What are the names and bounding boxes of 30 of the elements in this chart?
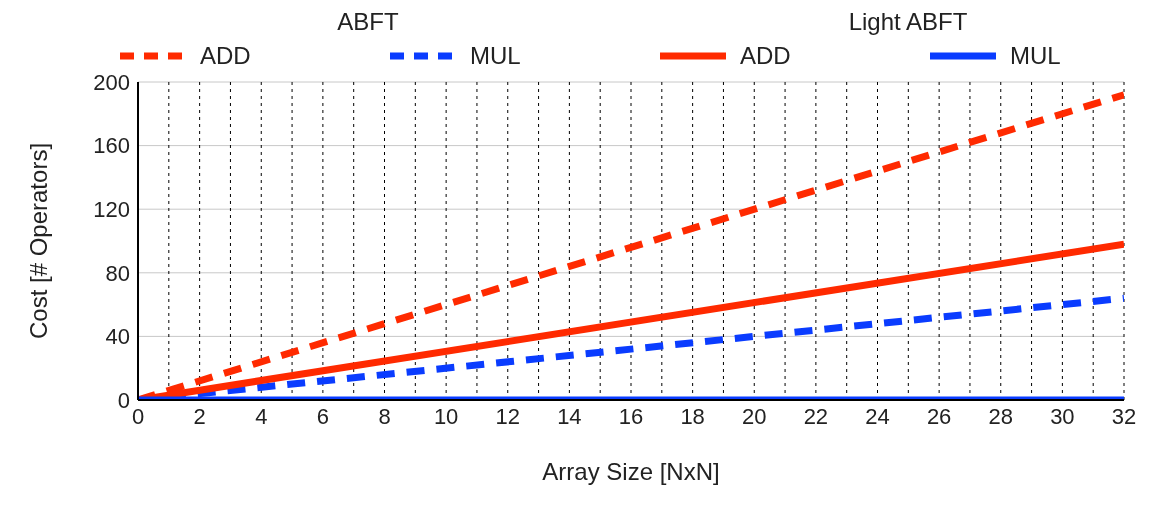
x-tick-label: 22 [803,403,829,429]
x-tick-label: 20 [742,403,767,429]
text: ABFT [337,8,399,37]
x-tick-label: 28 [988,403,1013,429]
text: Light ABFT [848,8,968,37]
x-tick-label: 6 [316,403,329,429]
x-tick-label: 24 [865,403,890,429]
x-tick-label: 26 [926,403,952,429]
y-tick-label: 200 [93,69,130,95]
y-tick-label: 40 [105,324,130,350]
legend-label: ADD [740,42,791,70]
x-tick-label: 30 [1050,403,1075,429]
x-tick-label: 32 [1111,403,1137,429]
x-tick-label: 14 [557,403,582,429]
x-axis-title: Array Size [NxN] [542,458,720,485]
y-tick-label: 160 [93,133,130,159]
x-tick-label: 2 [193,403,206,429]
x-tick-label: 12 [495,403,520,429]
x-tick-label: 4 [255,403,268,429]
legend-label: MUL [1010,42,1061,70]
x-tick-label: 10 [433,403,459,429]
legend-label: MUL [470,42,521,70]
legend-label: ADD [200,42,251,70]
y-tick-label: 120 [93,197,130,223]
x-tick-label: 8 [378,403,391,429]
y-axis-title: Cost [# Operators] [24,142,52,340]
y-tick-label: 0 [117,387,130,413]
x-tick-label: 18 [680,403,705,429]
x-tick-label: 16 [618,403,644,429]
y-tick-label: 80 [105,260,130,286]
